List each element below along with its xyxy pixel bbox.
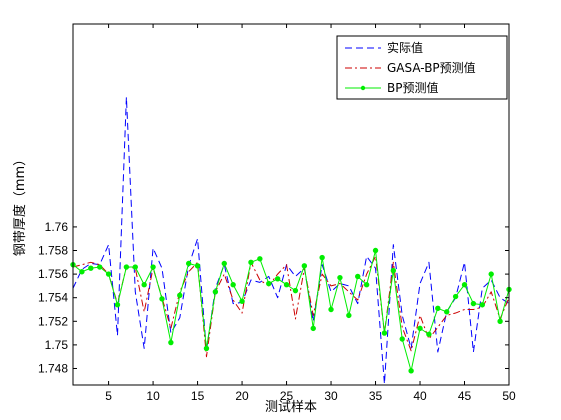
data-point: [96, 264, 103, 270]
data-point: [390, 267, 397, 274]
data-point: [159, 296, 165, 302]
data-point: [257, 256, 263, 262]
data-point: [328, 306, 334, 313]
x-tick-label: 10: [146, 389, 160, 403]
legend-label-3: BP预测值: [387, 80, 438, 95]
data-point: [212, 289, 219, 295]
y-axis-label: 钢带厚度（mm）: [12, 153, 28, 256]
y-tick-label: 1.756: [38, 267, 68, 281]
x-tick-label: 20: [235, 389, 249, 403]
series-layer: [70, 96, 512, 385]
x-tick-label: 25: [280, 389, 294, 403]
series-line-3: [72, 250, 510, 372]
y-tick-label: 1.76: [45, 220, 69, 234]
x-tick-label: 30: [324, 389, 338, 403]
data-point: [372, 247, 379, 254]
data-point: [266, 280, 272, 287]
series-line-1: [72, 96, 510, 385]
ticks-layer: 5 10 15 20 25 30 35 40 45 50 1.748 1.75 1.752 1.754 1.…: [38, 24, 516, 403]
y-tick-label: 1.75: [45, 338, 69, 352]
legend-marker: [360, 85, 366, 91]
data-point: [132, 264, 138, 270]
data-point: [283, 282, 290, 288]
data-point: [88, 265, 94, 271]
x-tick-label: 5: [105, 389, 112, 403]
data-point: [114, 302, 121, 308]
data-point: [221, 260, 227, 267]
data-point: [301, 263, 308, 269]
data-point: [239, 298, 245, 304]
data-point: [452, 293, 459, 300]
y-tick-label: 1.752: [38, 314, 68, 328]
data-point: [417, 325, 423, 332]
data-point: [461, 282, 468, 288]
data-point: [185, 260, 192, 267]
data-point: [123, 264, 130, 270]
data-point: [292, 287, 299, 294]
data-point: [408, 368, 414, 374]
data-point: [168, 339, 174, 346]
x-tick-label: 15: [191, 389, 205, 403]
data-point: [346, 312, 352, 319]
x-tick-label: 45: [458, 389, 472, 403]
data-point: [444, 309, 450, 315]
y-tick-label: 1.748: [38, 361, 68, 375]
data-point: [426, 331, 432, 337]
data-point: [470, 300, 477, 307]
data-point: [399, 336, 405, 342]
data-point: [230, 282, 236, 288]
series-line-2: [72, 255, 510, 358]
plot-frame: [72, 23, 510, 386]
x-tick-label: 35: [369, 389, 383, 403]
data-point: [488, 271, 494, 277]
data-point: [141, 282, 147, 288]
data-point: [248, 259, 254, 266]
x-tick-label: 40: [413, 389, 427, 403]
data-point: [355, 273, 361, 280]
data-point: [479, 302, 486, 308]
data-point: [337, 274, 343, 281]
data-point: [363, 282, 370, 288]
x-tick-label: 50: [502, 389, 516, 403]
data-point: [310, 325, 316, 332]
data-point: [150, 264, 156, 270]
legend-label-1: 实际值: [387, 40, 423, 55]
legend: 实际值 GASA-BP预测值 BP预测值: [336, 35, 508, 100]
data-point: [381, 330, 388, 336]
data-point: [435, 305, 441, 312]
legend-label-2: GASA-BP预测值: [387, 60, 476, 75]
x-axis-label: 测试样本: [265, 400, 317, 415]
y-tick-label: 1.754: [38, 291, 68, 305]
data-point: [105, 271, 112, 277]
y-tick-label: 1.758: [38, 244, 68, 258]
data-point: [497, 318, 503, 324]
data-point: [194, 263, 201, 269]
data-point: [274, 276, 281, 282]
data-point: [319, 254, 325, 261]
data-point: [79, 269, 85, 275]
data-point: [177, 292, 183, 299]
data-point: [203, 345, 210, 352]
